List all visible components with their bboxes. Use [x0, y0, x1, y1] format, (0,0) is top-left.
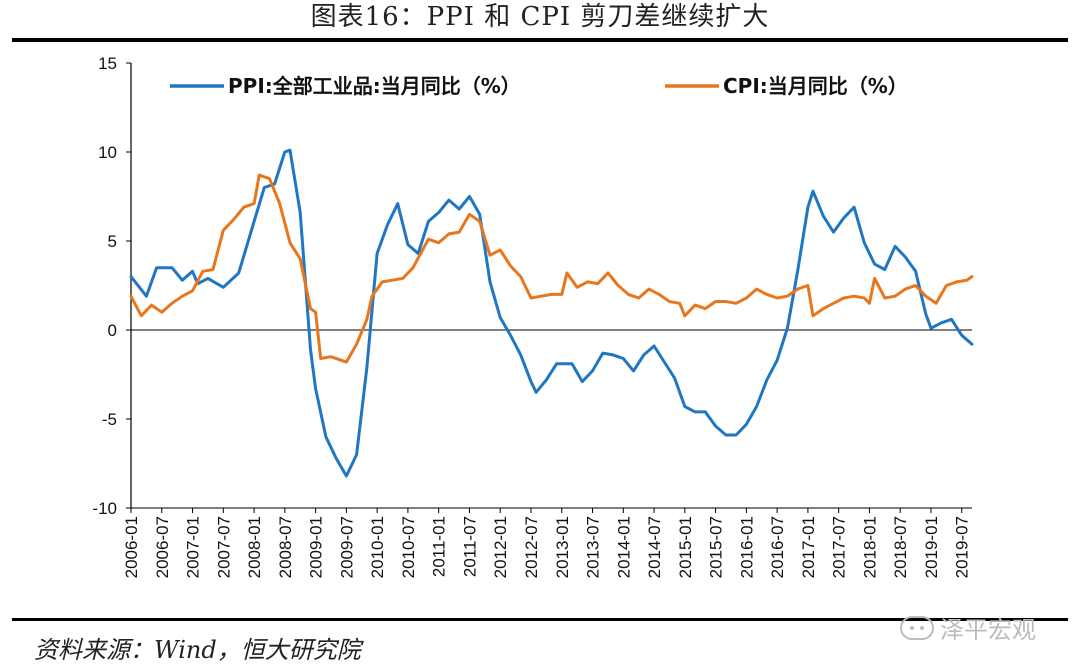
x-tick-label: 2015-01: [676, 516, 695, 578]
x-tick-label: 2017-01: [799, 516, 818, 578]
x-tick-label: 2016-01: [737, 516, 756, 578]
x-tick-label: 2016-07: [768, 516, 787, 578]
x-tick-label: 2014-07: [645, 516, 664, 578]
series-layer: [129, 148, 974, 478]
legend-label: PPI:全部工业品:当月同比（%）: [228, 74, 521, 98]
axes-layer: -10 -5 0 5 10 15 2006-01 2006-07 2007-01 2007-07 2…: [92, 54, 972, 578]
x-tick-label: 2012-07: [522, 516, 541, 578]
x-tick-label: 2019-01: [922, 516, 941, 578]
x-tick-label: 2010-07: [399, 516, 418, 578]
top-rule: [12, 38, 1068, 42]
x-tick-label: 2010-01: [368, 516, 387, 578]
x-tick-label: 2007-07: [214, 516, 233, 578]
x-tick-label: 2011-07: [460, 516, 479, 577]
x-tick-label: 2011-01: [430, 516, 449, 577]
legend-label: CPI:当月同比（%）: [723, 74, 908, 98]
y-tick-label: 10: [98, 143, 117, 162]
legend: PPI:全部工业品:当月同比（%） CPI:当月同比（%）: [170, 74, 908, 98]
line-chart: -10 -5 0 5 10 15 2006-01 2006-07 2007-01 2007-07 2…: [92, 54, 974, 578]
watermark-text: 泽平宏观: [940, 616, 1036, 644]
x-tick-label: 2018-01: [860, 516, 879, 578]
x-tick-label: 2014-01: [614, 516, 633, 578]
cpi-series-line: [129, 173, 974, 364]
ppi-series-line: [129, 148, 974, 478]
bottom-rule: [12, 618, 1068, 621]
source-note: 资料来源：Wind，恒大研究院: [34, 636, 361, 664]
watermark: 泽平宏观: [900, 610, 1036, 645]
y-tick-label: -10: [92, 499, 117, 518]
y-tick-label: -5: [102, 410, 117, 429]
x-tick-label: 2019-07: [953, 516, 972, 578]
x-tick-label: 2013-07: [584, 516, 603, 578]
x-tick-label: 2013-01: [553, 516, 572, 578]
x-tick-label: 2006-01: [122, 516, 141, 578]
chart-title: 图表16：PPI 和 CPI 剪刀差继续扩大: [310, 2, 770, 32]
x-tick-label: 2017-07: [830, 516, 849, 578]
y-tick-label: 5: [108, 232, 117, 251]
x-tick-label: 2012-01: [491, 516, 510, 578]
y-tick-label: 0: [108, 321, 117, 340]
x-tick-label: 2009-01: [307, 516, 326, 578]
y-tick-label: 15: [98, 54, 117, 73]
x-tick-label: 2008-01: [245, 516, 264, 578]
x-tick-label: 2006-07: [153, 516, 172, 578]
x-tick-label: 2015-07: [707, 516, 726, 578]
wechat-icon: [900, 615, 934, 640]
x-tick-label: 2007-01: [184, 516, 203, 578]
x-tick-label: 2008-07: [276, 516, 295, 578]
x-tick-label: 2009-07: [337, 516, 356, 578]
x-tick-label: 2018-07: [891, 516, 910, 578]
